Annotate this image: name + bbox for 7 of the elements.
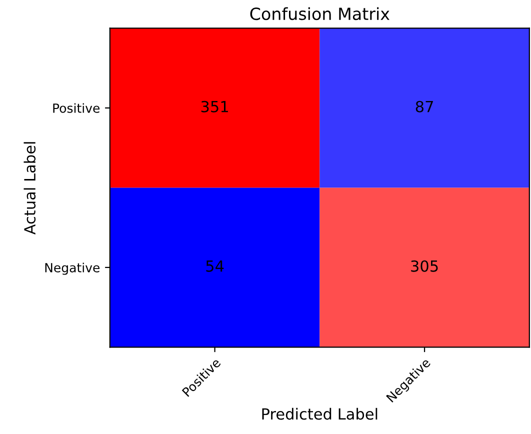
data-label: 87	[416, 100, 433, 112]
data-label: 54	[206, 260, 224, 272]
y-axis-title: Actual Label	[24, 142, 36, 235]
data-label: 351	[201, 100, 228, 112]
chart-title: Confusion Matrix	[250, 7, 390, 20]
x-axis-title: Predicted Label	[262, 408, 378, 420]
data-label: 305	[411, 260, 438, 272]
